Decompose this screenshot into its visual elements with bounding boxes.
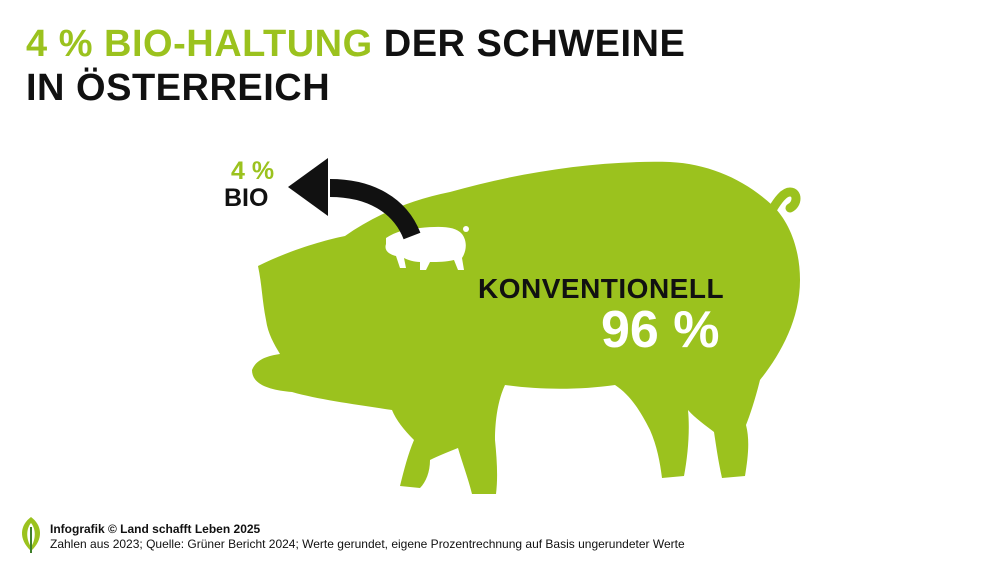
- pig-tail: [767, 187, 801, 215]
- arrow-icon: [288, 158, 328, 216]
- page-title: 4 % BIO-HALTUNG DER SCHWEINE IN ÖSTERREI…: [26, 22, 685, 110]
- title-line-2: IN ÖSTERREICH: [26, 67, 331, 109]
- leaf-logo-icon: [21, 517, 41, 553]
- footer-credit: Infografik © Land schafft Leben 2025: [50, 522, 261, 536]
- title-highlight: 4 % BIO-HALTUNG: [26, 23, 373, 65]
- title-rest: DER SCHWEINE: [372, 23, 686, 65]
- title-line-1: 4 % BIO-HALTUNG DER SCHWEINE: [26, 22, 685, 66]
- bio-percent: 4 %: [231, 157, 275, 185]
- footer-source: Zahlen aus 2023; Quelle: Grüner Bericht …: [50, 537, 685, 551]
- bio-label: BIO: [224, 184, 269, 212]
- arrow-shaft: [329, 179, 421, 240]
- conventional-percent: 96 %: [601, 301, 720, 359]
- conventional-label: KONVENTIONELL: [478, 273, 725, 304]
